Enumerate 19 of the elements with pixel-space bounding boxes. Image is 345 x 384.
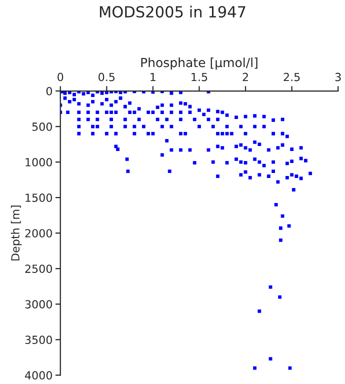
y-axis-title: Depth [m] [10, 206, 22, 260]
x-tick-label: 2.5 [284, 72, 300, 82]
y-tick-label: 3500 [25, 336, 52, 344]
y-tick-label: 1500 [26, 194, 52, 202]
x-axis-title: Phosphate [µmol/l] [141, 58, 258, 70]
x-tick-label: 3 [335, 72, 341, 82]
y-tick-label: 2500 [25, 264, 52, 273]
y-tick-label: 1000 [26, 158, 52, 166]
y-tick-label: 3000 [25, 300, 52, 309]
y-tick-label: 2000 [25, 229, 52, 238]
y-tick-label: 0 [46, 86, 52, 96]
y-tick-label: 4000 [25, 371, 52, 380]
x-tick-label: 2 [242, 72, 248, 82]
x-tick-label: 1.5 [192, 72, 208, 82]
x-tick-label: 1 [150, 72, 156, 82]
y-tick-label: 500 [32, 122, 52, 131]
x-tick-label: 0.5 [98, 72, 115, 82]
x-tick-label: 0 [58, 72, 64, 82]
chart-title: MODS2005 in 1947 [100, 6, 246, 18]
